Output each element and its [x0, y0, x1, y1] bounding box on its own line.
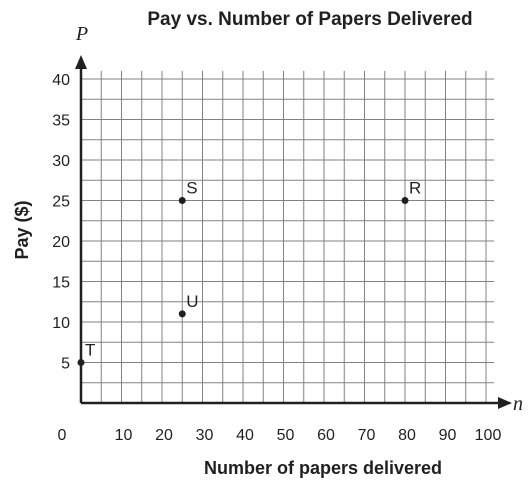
y-tick-label: 15: [52, 275, 70, 292]
data-point: [178, 310, 186, 318]
y-tick-label: 25: [52, 194, 70, 211]
y-tick-label: 30: [52, 153, 70, 170]
x-tick-label: 90: [439, 427, 457, 444]
y-tick-label: 5: [61, 356, 70, 373]
x-tick-label: 10: [115, 427, 133, 444]
x-tick-label: 80: [398, 427, 416, 444]
data-point: [77, 359, 85, 366]
y-tick-label: 40: [52, 72, 70, 89]
data-point-label: S: [186, 179, 197, 198]
x-tick-label: 20: [155, 427, 173, 444]
chart-title: Pay vs. Number of Papers Delivered: [147, 9, 472, 30]
x-tick-label: 40: [236, 427, 254, 444]
data-point-label: U: [186, 292, 198, 311]
x-axis-arrow-icon: [498, 397, 512, 409]
x-tick-label: 30: [196, 427, 214, 444]
x-tick-label: 60: [317, 427, 335, 444]
x-tick-label: 50: [277, 427, 295, 444]
x-axis-title: Number of papers delivered: [204, 458, 442, 478]
data-point: [178, 197, 186, 204]
x-tick-label: 100: [475, 427, 502, 444]
x-tick-label: 0: [58, 427, 67, 444]
tick-labels: 0 10 20 30 40 50 60 70 80 90 100 5 10 15 20 25 30 35 40: [52, 72, 501, 444]
y-tick-label: 35: [52, 113, 70, 130]
x-axis-variable: n: [513, 393, 523, 415]
y-axis-variable: P: [75, 23, 88, 45]
grid: [81, 70, 495, 403]
y-axis-title: Pay ($): [12, 200, 32, 259]
data-point: [401, 197, 409, 204]
axes: [75, 55, 512, 409]
y-tick-label: 10: [52, 315, 70, 332]
data-points: S R U T: [77, 179, 421, 366]
x-tick-label: 70: [358, 427, 376, 444]
data-point-label: R: [409, 179, 421, 198]
y-axis-arrow-icon: [75, 55, 87, 69]
data-point-label: T: [85, 341, 95, 360]
y-tick-label: 20: [52, 234, 70, 251]
